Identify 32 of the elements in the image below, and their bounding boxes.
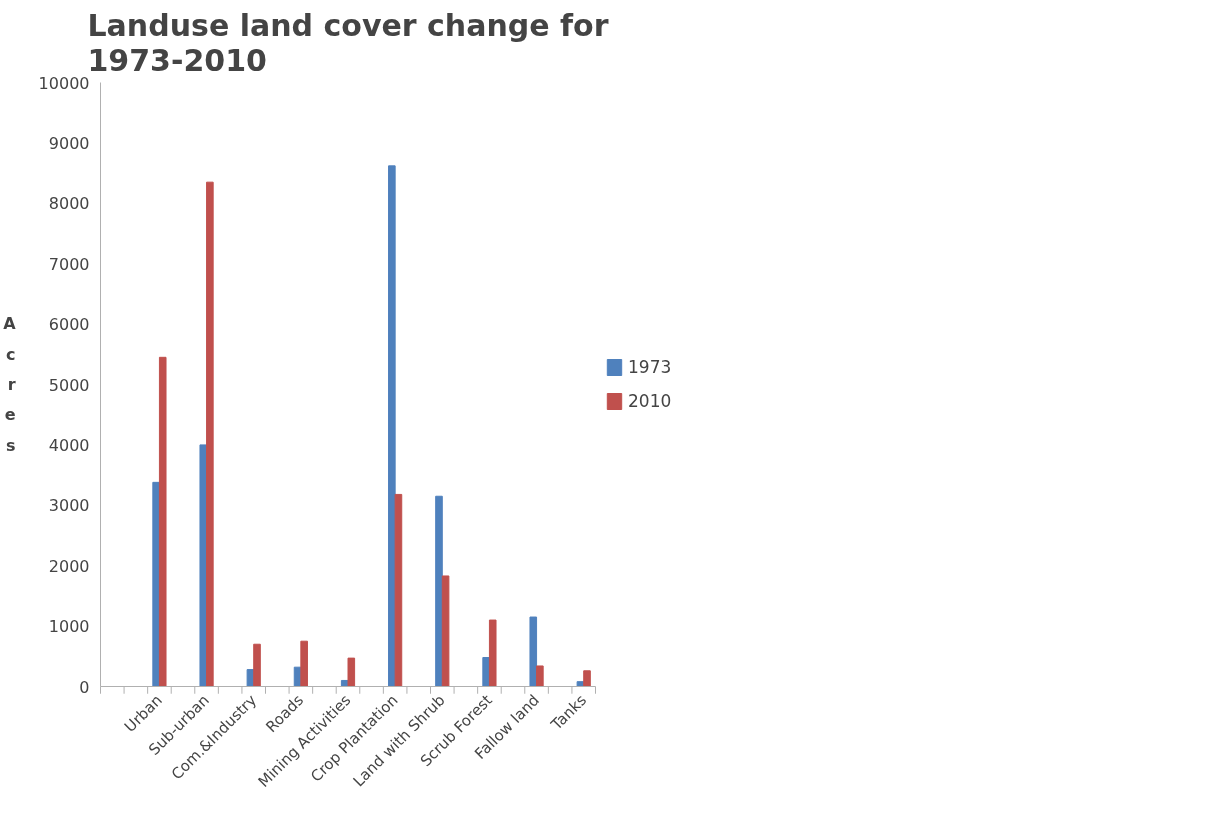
bar [152,481,160,687]
chart-title: Landuse land cover change for 1973-2010 [87,7,609,78]
bar [536,665,544,687]
bar [583,670,591,687]
y-tick-label: 3000 [48,496,90,516]
bar [253,643,261,687]
legend-label: 2010 [628,391,673,411]
y-tick-label: 6000 [48,315,90,335]
y-tick-label: 10000 [38,73,90,93]
bar [158,356,167,687]
bar [482,657,490,687]
bar [441,575,450,687]
legend-label: 1973 [628,357,673,377]
y-axis-title: Acres [3,314,17,455]
bar [394,493,403,687]
bar [435,495,443,687]
y-tick-label: 0 [79,677,90,697]
y-tick-label: 4000 [48,435,90,455]
y-tick-label: 5000 [48,375,90,395]
bar [388,165,396,687]
bar [488,619,497,687]
y-tick-label: 2000 [48,556,90,576]
bar [529,616,538,687]
bar [246,669,255,687]
bar [206,181,214,687]
bar [199,444,208,687]
y-tick-label: 1000 [48,617,90,637]
bar [300,640,308,687]
y-tick-label: 9000 [48,133,90,153]
y-tick-label: 7000 [48,254,90,274]
y-tick-label: 8000 [48,194,90,214]
bar [347,657,356,687]
